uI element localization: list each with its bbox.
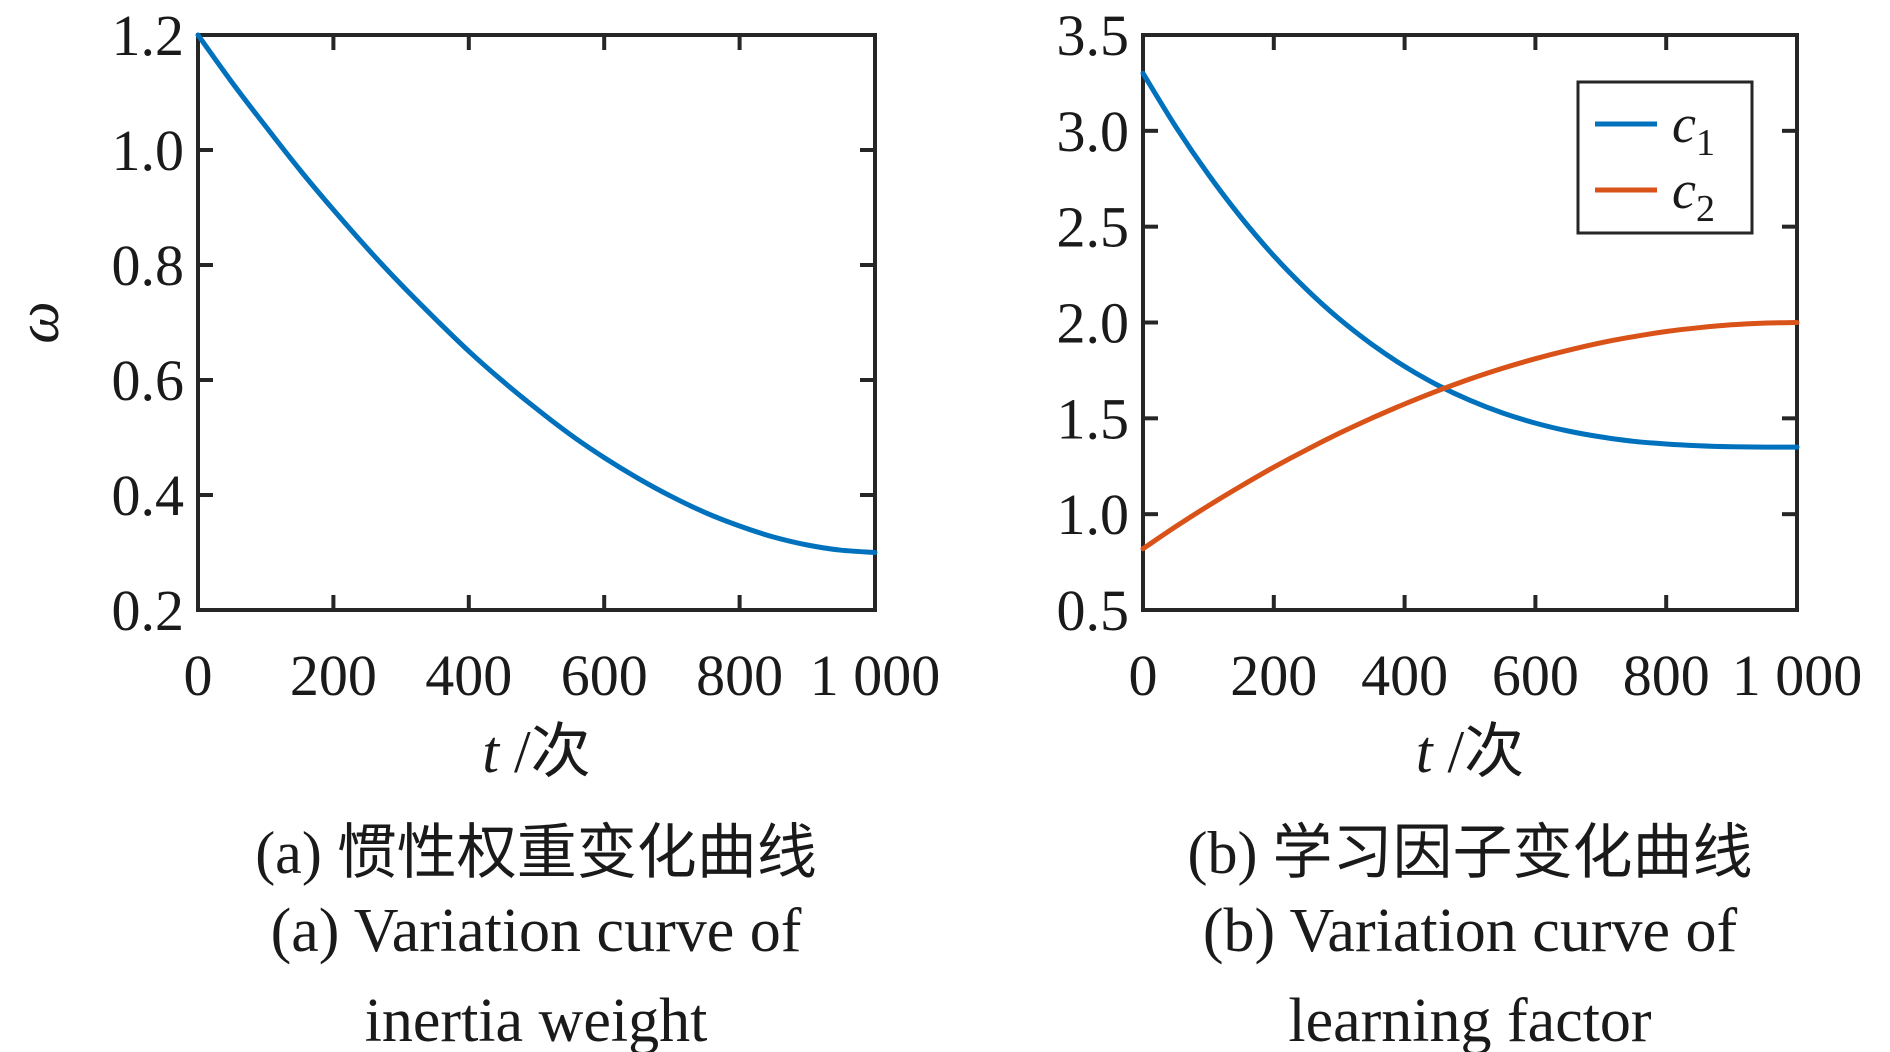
y-tick-label: 2.5 bbox=[1057, 195, 1130, 260]
series-c1-line bbox=[1140, 70, 1800, 450]
y-tick-label: 0.4 bbox=[112, 463, 185, 528]
x-tick-label: 800 bbox=[696, 643, 783, 708]
y-tick-label: 1.2 bbox=[112, 3, 185, 68]
y-tick-label: 3.0 bbox=[1057, 99, 1130, 164]
legend-label-c2: c2 bbox=[1672, 160, 1715, 230]
y-tick-label: 2.0 bbox=[1057, 291, 1130, 356]
caption-b-english-line1: (b) Variation curve of bbox=[1202, 897, 1738, 965]
x-tick-label: 0 bbox=[184, 643, 213, 708]
y-tick-label: 0.5 bbox=[1057, 578, 1130, 643]
x-tick-label: 200 bbox=[1230, 643, 1317, 708]
x-tick-label: 400 bbox=[425, 643, 512, 708]
y-tick-label: 1.5 bbox=[1057, 386, 1130, 451]
y-tick-label: 0.8 bbox=[112, 233, 185, 298]
legend-box bbox=[1576, 80, 1754, 235]
plot-box-a bbox=[196, 33, 877, 612]
x-tick-label: 600 bbox=[561, 643, 648, 708]
y-tick-label: 1.0 bbox=[1057, 482, 1130, 547]
x-tick-label: 400 bbox=[1361, 643, 1448, 708]
chart-a: 0 200 400 600 800 1 000 1.2 1.0 0.8 0.6 0.4 0.2 t /次… bbox=[5, 3, 940, 785]
y-tick-label: 1.0 bbox=[112, 118, 185, 183]
legend-label-c1: c1 bbox=[1672, 94, 1715, 164]
caption-b-chinese: (b) 学习因子变化曲线 bbox=[1187, 820, 1753, 886]
x-tick-label: 200 bbox=[290, 643, 377, 708]
x-tick-label: 800 bbox=[1623, 643, 1710, 708]
y-tick-label: 0.2 bbox=[112, 578, 185, 643]
x-tick-label: 600 bbox=[1492, 643, 1579, 708]
x-tick-label: 1 000 bbox=[810, 643, 941, 708]
caption-a-english-line1: (a) Variation curve of bbox=[270, 897, 802, 965]
series-omega-line bbox=[195, 32, 878, 555]
y-tick-label: 3.5 bbox=[1057, 3, 1130, 68]
caption-b-english-line2: learning factor bbox=[1288, 987, 1652, 1052]
y-tick-label: 0.6 bbox=[112, 348, 185, 413]
series-c2-line bbox=[1140, 320, 1800, 552]
chart-b: 0 200 400 600 800 1 000 3.5 3.0 2.5 2.0 1.5 1.0 0.5 t… bbox=[1057, 3, 1863, 785]
caption-a-english-line2: inertia weight bbox=[364, 987, 708, 1052]
x-tick-label: 0 bbox=[1129, 643, 1158, 708]
x-axis-label: t /次 bbox=[482, 719, 590, 785]
caption-a-chinese: (a) 惯性权重变化曲线 bbox=[255, 820, 817, 886]
y-axis-label: ω bbox=[5, 301, 71, 343]
x-tick-label: 1 000 bbox=[1732, 643, 1863, 708]
x-axis-label: t /次 bbox=[1416, 719, 1524, 785]
